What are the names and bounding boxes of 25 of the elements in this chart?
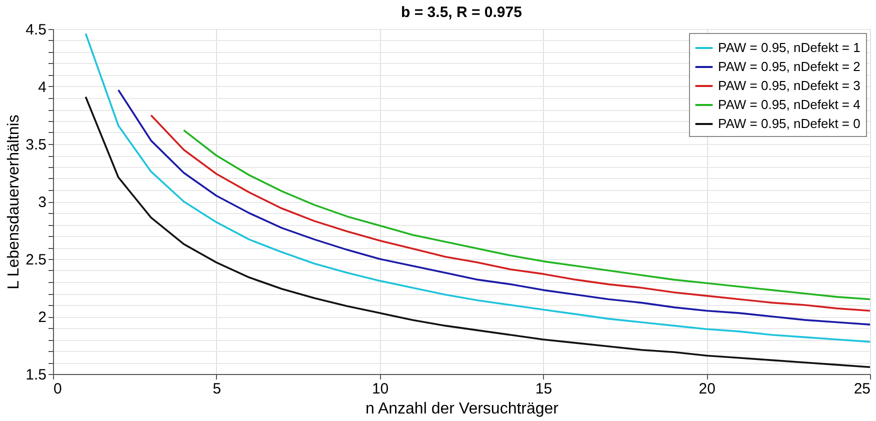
legend-label: PAW = 0.95, nDefekt = 1 (718, 40, 860, 55)
line-series (182, 129, 871, 300)
chart-title: b = 3.5, R = 0.975 (401, 4, 522, 21)
x-tick-label: 15 (535, 380, 552, 398)
x-tick-label: 10 (372, 380, 389, 398)
line-series (150, 114, 871, 312)
y-axis-title: L Lebensdauerverhältnis (6, 114, 23, 290)
y-tick-label: 4 (38, 79, 46, 96)
legend-label: PAW = 0.95, nDefekt = 3 (718, 78, 860, 93)
y-tick-label: 2.5 (26, 252, 46, 268)
y-tick-label: 3 (38, 194, 46, 211)
legend-label: PAW = 0.95, nDefekt = 0 (718, 116, 860, 131)
line-series (84, 32, 871, 343)
line-series (84, 96, 871, 368)
x-tick-label: 20 (698, 380, 716, 398)
y-tick-label: 4.5 (26, 22, 46, 38)
y-tick-label: 2 (38, 309, 46, 326)
y-tick-label: 1.5 (26, 366, 46, 384)
x-tick-label: 0 (54, 380, 62, 398)
x-tick-label: 25 (854, 380, 870, 398)
x-axis-title: n Anzahl der Versuchträger (365, 400, 560, 418)
y-tick-label: 3.5 (26, 136, 46, 154)
legend-label: PAW = 0.95, nDefekt = 4 (718, 97, 860, 112)
legend-label: PAW = 0.95, nDefekt = 2 (718, 59, 860, 74)
x-tick-label: 5 (212, 380, 222, 398)
